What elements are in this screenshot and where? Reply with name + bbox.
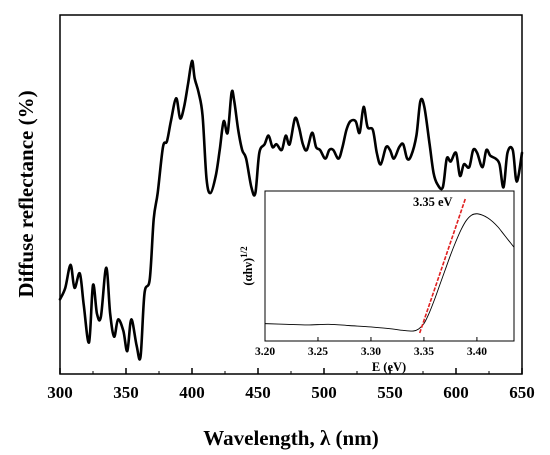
inset-plot-frame bbox=[264, 190, 515, 342]
main-x-tick-label: 600 bbox=[443, 383, 469, 402]
main-x-tick-label: 450 bbox=[245, 383, 271, 402]
inset-x-ticks: 3.20 3.25 3.30 3.35 3.40 bbox=[255, 337, 487, 358]
inset-linear-fit-line bbox=[418, 198, 467, 334]
inset-x-tick-label: 3.20 bbox=[255, 346, 275, 358]
inset-x-tick-label: 3.25 bbox=[308, 346, 328, 358]
main-x-ticks: 300 350 400 450 500 550 600 650 bbox=[47, 368, 535, 402]
main-y-axis-title: Diffuse reflectance (%) bbox=[14, 90, 38, 297]
main-x-tick-label: 300 bbox=[47, 383, 73, 402]
main-x-tick-label: 650 bbox=[509, 383, 535, 402]
main-x-tick-label: 550 bbox=[377, 383, 403, 402]
main-x-tick-label: 400 bbox=[179, 383, 205, 402]
main-x-tick-label: 350 bbox=[113, 383, 139, 402]
inset-data-line bbox=[264, 213, 515, 332]
inset-y-axis-title-superscript: 1/2 bbox=[239, 246, 249, 258]
main-series bbox=[58, 59, 524, 361]
inset-x-tick-label: 3.35 bbox=[414, 346, 434, 358]
inset-y-axis-title: (αhν)1/2 bbox=[239, 246, 255, 286]
svg-text:(αhν)1/2: (αhν)1/2 bbox=[239, 246, 255, 286]
main-x-tick-label: 500 bbox=[311, 383, 337, 402]
inset-x-axis-title: E (eV) bbox=[372, 360, 406, 374]
inset-series bbox=[264, 198, 515, 334]
inset-y-axis-title-base: (αhν) bbox=[241, 258, 255, 286]
reflectance-series-line bbox=[58, 59, 524, 361]
inset-tauc-plot: 3.20 3.25 3.30 3.35 3.40 E (eV) (αhν)1/2 3.3… bbox=[239, 190, 515, 374]
band-gap-annotation: 3.35 eV bbox=[413, 195, 453, 209]
main-x-axis-title: Wavelength, λ (nm) bbox=[203, 426, 378, 450]
inset-x-tick-label: 3.30 bbox=[361, 346, 381, 358]
inset-x-tick-label: 3.40 bbox=[467, 346, 487, 358]
